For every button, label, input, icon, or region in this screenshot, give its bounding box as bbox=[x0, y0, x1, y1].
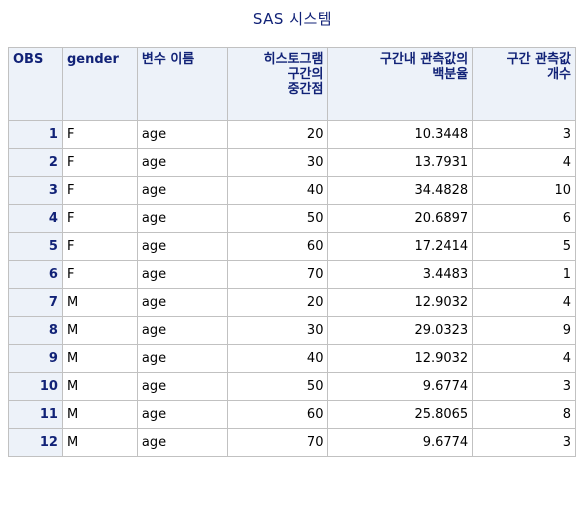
cell-obs: 5 bbox=[9, 233, 63, 261]
cell-obs: 8 bbox=[9, 317, 63, 345]
cell-midpoint: 20 bbox=[227, 289, 329, 317]
report-title: SAS 시스템 bbox=[252, 10, 333, 28]
cell-midpoint: 20 bbox=[227, 121, 329, 149]
cell-variable-name: age bbox=[137, 345, 228, 373]
cell-midpoint: 30 bbox=[227, 317, 329, 345]
cell-count: 5 bbox=[473, 233, 576, 261]
cell-obs: 12 bbox=[9, 429, 63, 457]
cell-percent: 29.0323 bbox=[328, 317, 474, 345]
cell-count: 8 bbox=[473, 401, 576, 429]
cell-variable-name: age bbox=[137, 429, 228, 457]
cell-variable-name: age bbox=[137, 317, 228, 345]
cell-obs: 2 bbox=[9, 149, 63, 177]
cell-gender: F bbox=[62, 149, 138, 177]
cell-count: 4 bbox=[473, 149, 576, 177]
cell-midpoint: 40 bbox=[227, 345, 329, 373]
cell-midpoint: 70 bbox=[227, 261, 329, 289]
cell-count: 10 bbox=[473, 177, 576, 205]
cell-midpoint: 40 bbox=[227, 177, 329, 205]
cell-percent: 10.3448 bbox=[328, 121, 474, 149]
cell-obs: 1 bbox=[9, 121, 63, 149]
cell-obs: 11 bbox=[9, 401, 63, 429]
column-header-gender: gender bbox=[62, 48, 138, 121]
cell-obs: 3 bbox=[9, 177, 63, 205]
column-header-variable-name: 변수 이름 bbox=[137, 48, 228, 121]
cell-percent: 17.2414 bbox=[328, 233, 474, 261]
cell-obs: 10 bbox=[9, 373, 63, 401]
cell-count: 9 bbox=[473, 317, 576, 345]
cell-percent: 9.6774 bbox=[328, 429, 474, 457]
cell-percent: 12.9032 bbox=[328, 289, 474, 317]
cell-midpoint: 70 bbox=[227, 429, 329, 457]
cell-variable-name: age bbox=[137, 401, 228, 429]
cell-variable-name: age bbox=[137, 149, 228, 177]
cell-percent: 34.4828 bbox=[328, 177, 474, 205]
cell-gender: F bbox=[62, 177, 138, 205]
cell-gender: M bbox=[62, 317, 138, 345]
cell-count: 3 bbox=[473, 429, 576, 457]
cell-obs: 7 bbox=[9, 289, 63, 317]
cell-count: 1 bbox=[473, 261, 576, 289]
cell-count: 6 bbox=[473, 205, 576, 233]
cell-percent: 12.9032 bbox=[328, 345, 474, 373]
cell-count: 4 bbox=[473, 289, 576, 317]
cell-gender: M bbox=[62, 401, 138, 429]
cell-gender: F bbox=[62, 121, 138, 149]
cell-percent: 20.6897 bbox=[328, 205, 474, 233]
cell-percent: 9.6774 bbox=[328, 373, 474, 401]
cell-variable-name: age bbox=[137, 177, 228, 205]
cell-percent: 3.4483 bbox=[328, 261, 474, 289]
cell-obs: 9 bbox=[9, 345, 63, 373]
column-header-count-in-bin: 구간 관측값 개수 bbox=[473, 48, 576, 121]
cell-gender: F bbox=[62, 261, 138, 289]
cell-gender: M bbox=[62, 345, 138, 373]
column-header-histogram-midpoint: 히스토그램 구간의 중간점 bbox=[227, 48, 329, 121]
cell-gender: M bbox=[62, 289, 138, 317]
cell-count: 4 bbox=[473, 345, 576, 373]
column-header-obs: OBS bbox=[9, 48, 63, 121]
cell-gender: F bbox=[62, 233, 138, 261]
cell-count: 3 bbox=[473, 121, 576, 149]
column-header-percent-in-bin: 구간내 관측값의 백분율 bbox=[328, 48, 474, 121]
cell-percent: 13.7931 bbox=[328, 149, 474, 177]
cell-obs: 6 bbox=[9, 261, 63, 289]
cell-midpoint: 50 bbox=[227, 373, 329, 401]
header-row: OBS gender 변수 이름 히스토그램 구간의 중간점 구간내 관측값의 … bbox=[9, 48, 576, 121]
histogram-table: OBS gender 변수 이름 히스토그램 구간의 중간점 구간내 관측값의 … bbox=[8, 47, 576, 457]
cell-variable-name: age bbox=[137, 261, 228, 289]
cell-variable-name: age bbox=[137, 121, 228, 149]
cell-variable-name: age bbox=[137, 233, 228, 261]
cell-midpoint: 30 bbox=[227, 149, 329, 177]
cell-gender: M bbox=[62, 373, 138, 401]
cell-variable-name: age bbox=[137, 205, 228, 233]
cell-obs: 4 bbox=[9, 205, 63, 233]
cell-midpoint: 50 bbox=[227, 205, 329, 233]
cell-count: 3 bbox=[473, 373, 576, 401]
cell-gender: M bbox=[62, 429, 138, 457]
cell-midpoint: 60 bbox=[227, 401, 329, 429]
cell-gender: F bbox=[62, 205, 138, 233]
cell-variable-name: age bbox=[137, 373, 228, 401]
cell-midpoint: 60 bbox=[227, 233, 329, 261]
cell-percent: 25.8065 bbox=[328, 401, 474, 429]
cell-variable-name: age bbox=[137, 289, 228, 317]
